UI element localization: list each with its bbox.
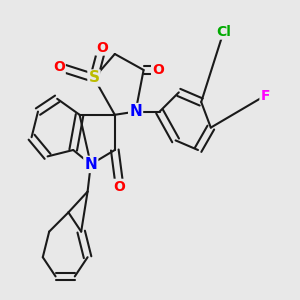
Text: N: N bbox=[84, 157, 97, 172]
Text: N: N bbox=[129, 104, 142, 119]
Text: Cl: Cl bbox=[216, 25, 231, 39]
Text: F: F bbox=[260, 88, 270, 103]
Text: O: O bbox=[152, 63, 164, 77]
Text: S: S bbox=[88, 70, 100, 86]
Text: O: O bbox=[114, 180, 125, 194]
Text: O: O bbox=[53, 60, 65, 74]
Text: O: O bbox=[96, 40, 108, 55]
